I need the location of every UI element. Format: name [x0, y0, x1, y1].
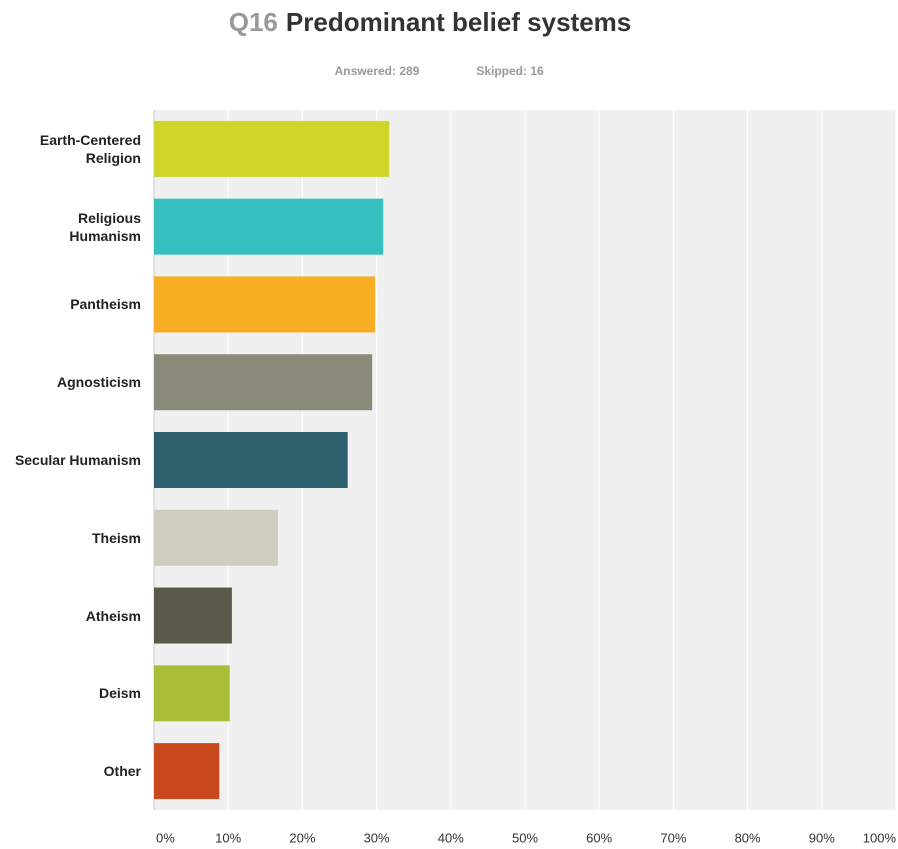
category-label: Pantheism — [70, 296, 141, 313]
skipped: Skipped: 16 — [476, 64, 544, 78]
x-tick-label: 90% — [809, 830, 835, 845]
bar — [154, 432, 348, 488]
x-tick-label: 20% — [289, 830, 315, 845]
bar — [154, 120, 390, 177]
category-label: Earth-Centered Religion — [39, 131, 141, 166]
bar — [154, 665, 230, 722]
bar — [154, 198, 384, 255]
category-label: Deism — [98, 685, 141, 702]
x-tick-label: 0% — [156, 830, 175, 845]
bar — [154, 509, 278, 566]
x-tick-label: 40% — [438, 830, 464, 845]
bar — [154, 587, 232, 644]
category-label: Theism — [91, 529, 141, 546]
bar — [154, 743, 220, 800]
chart-title: Q16 Predominant belief systems — [229, 7, 632, 37]
x-tick-label: 50% — [512, 830, 538, 845]
category-label: Other — [103, 763, 141, 780]
bar — [154, 276, 376, 333]
x-tick-label: 100% — [863, 830, 897, 845]
answered: Answered: 289 — [335, 64, 420, 78]
x-tick-label: 60% — [586, 830, 612, 845]
x-tick-label: 30% — [364, 830, 390, 845]
bar — [154, 354, 373, 411]
category-label: Secular Humanism — [14, 452, 141, 468]
x-tick-label: 70% — [660, 830, 686, 845]
x-tick-label: 80% — [735, 830, 761, 845]
category-label: Atheism — [85, 607, 141, 624]
category-label: Agnosticism — [56, 374, 141, 391]
category-label: Religious Humanism — [69, 209, 141, 244]
question-number: Q16 — [229, 7, 278, 37]
title-text: Predominant belief systems — [286, 7, 631, 37]
x-tick-label: 10% — [215, 830, 241, 845]
